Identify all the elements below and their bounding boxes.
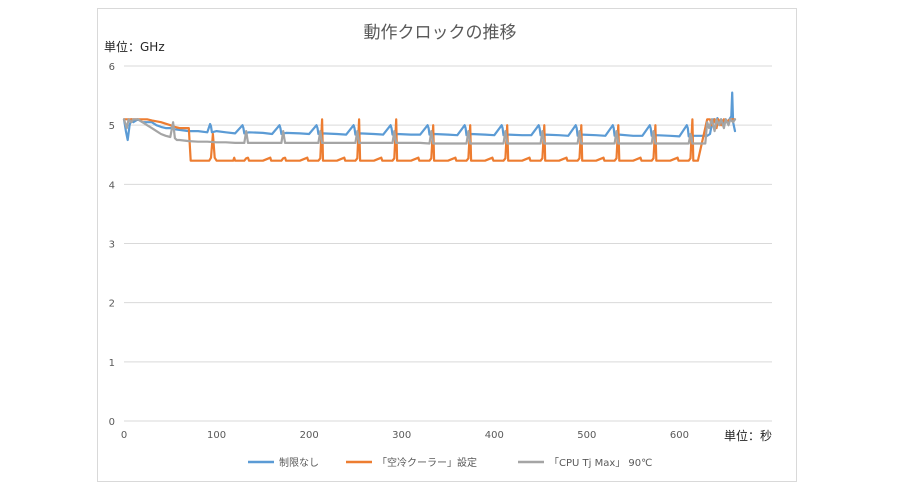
x-tick-label: 600 xyxy=(670,430,689,441)
chart-title: 動作クロックの推移 xyxy=(364,23,517,43)
y-tick-label: 6 xyxy=(109,62,115,73)
y-tick-label: 2 xyxy=(109,299,115,310)
y-tick-label: 3 xyxy=(109,240,115,251)
x-tick-label: 200 xyxy=(300,430,319,441)
y-tick-label: 1 xyxy=(109,358,115,369)
y-axis-ticks: 0 1 2 3 4 5 6 xyxy=(109,62,115,428)
legend-label-2: 「空冷クーラー」設定 xyxy=(377,456,477,469)
y-tick-label: 5 xyxy=(109,121,115,132)
x-tick-label: 100 xyxy=(207,430,226,441)
x-tick-label: 300 xyxy=(392,430,411,441)
x-tick-label: 400 xyxy=(485,430,504,441)
y-axis-unit: 単位：GHz xyxy=(104,39,165,54)
x-axis-ticks: 0 100 200 300 400 500 600 xyxy=(121,430,689,441)
x-axis-unit: 単位：秒 xyxy=(724,428,772,443)
x-tick-label: 0 xyxy=(121,430,127,441)
series-line-3 xyxy=(122,118,737,145)
series-lines xyxy=(122,91,737,162)
legend: 制限なし 「空冷クーラー」設定 「CPU Tj Max」 90℃ xyxy=(248,456,652,469)
series-line-2 xyxy=(122,118,737,162)
legend-label-3: 「CPU Tj Max」 90℃ xyxy=(549,457,652,469)
series-line-1 xyxy=(122,91,737,142)
gridlines xyxy=(124,65,772,422)
legend-label-1: 制限なし xyxy=(279,456,319,469)
y-tick-label: 0 xyxy=(109,417,115,428)
chart-area: 動作クロックの推移 単位：GHz 単位：秒 0 1 2 3 4 5 6 0 100 200 300… xyxy=(97,8,797,482)
x-tick-label: 500 xyxy=(577,430,596,441)
clock-chart: 動作クロックの推移 単位：GHz 単位：秒 0 1 2 3 4 5 6 0 100 200 300… xyxy=(104,23,772,469)
y-tick-label: 4 xyxy=(109,180,115,191)
